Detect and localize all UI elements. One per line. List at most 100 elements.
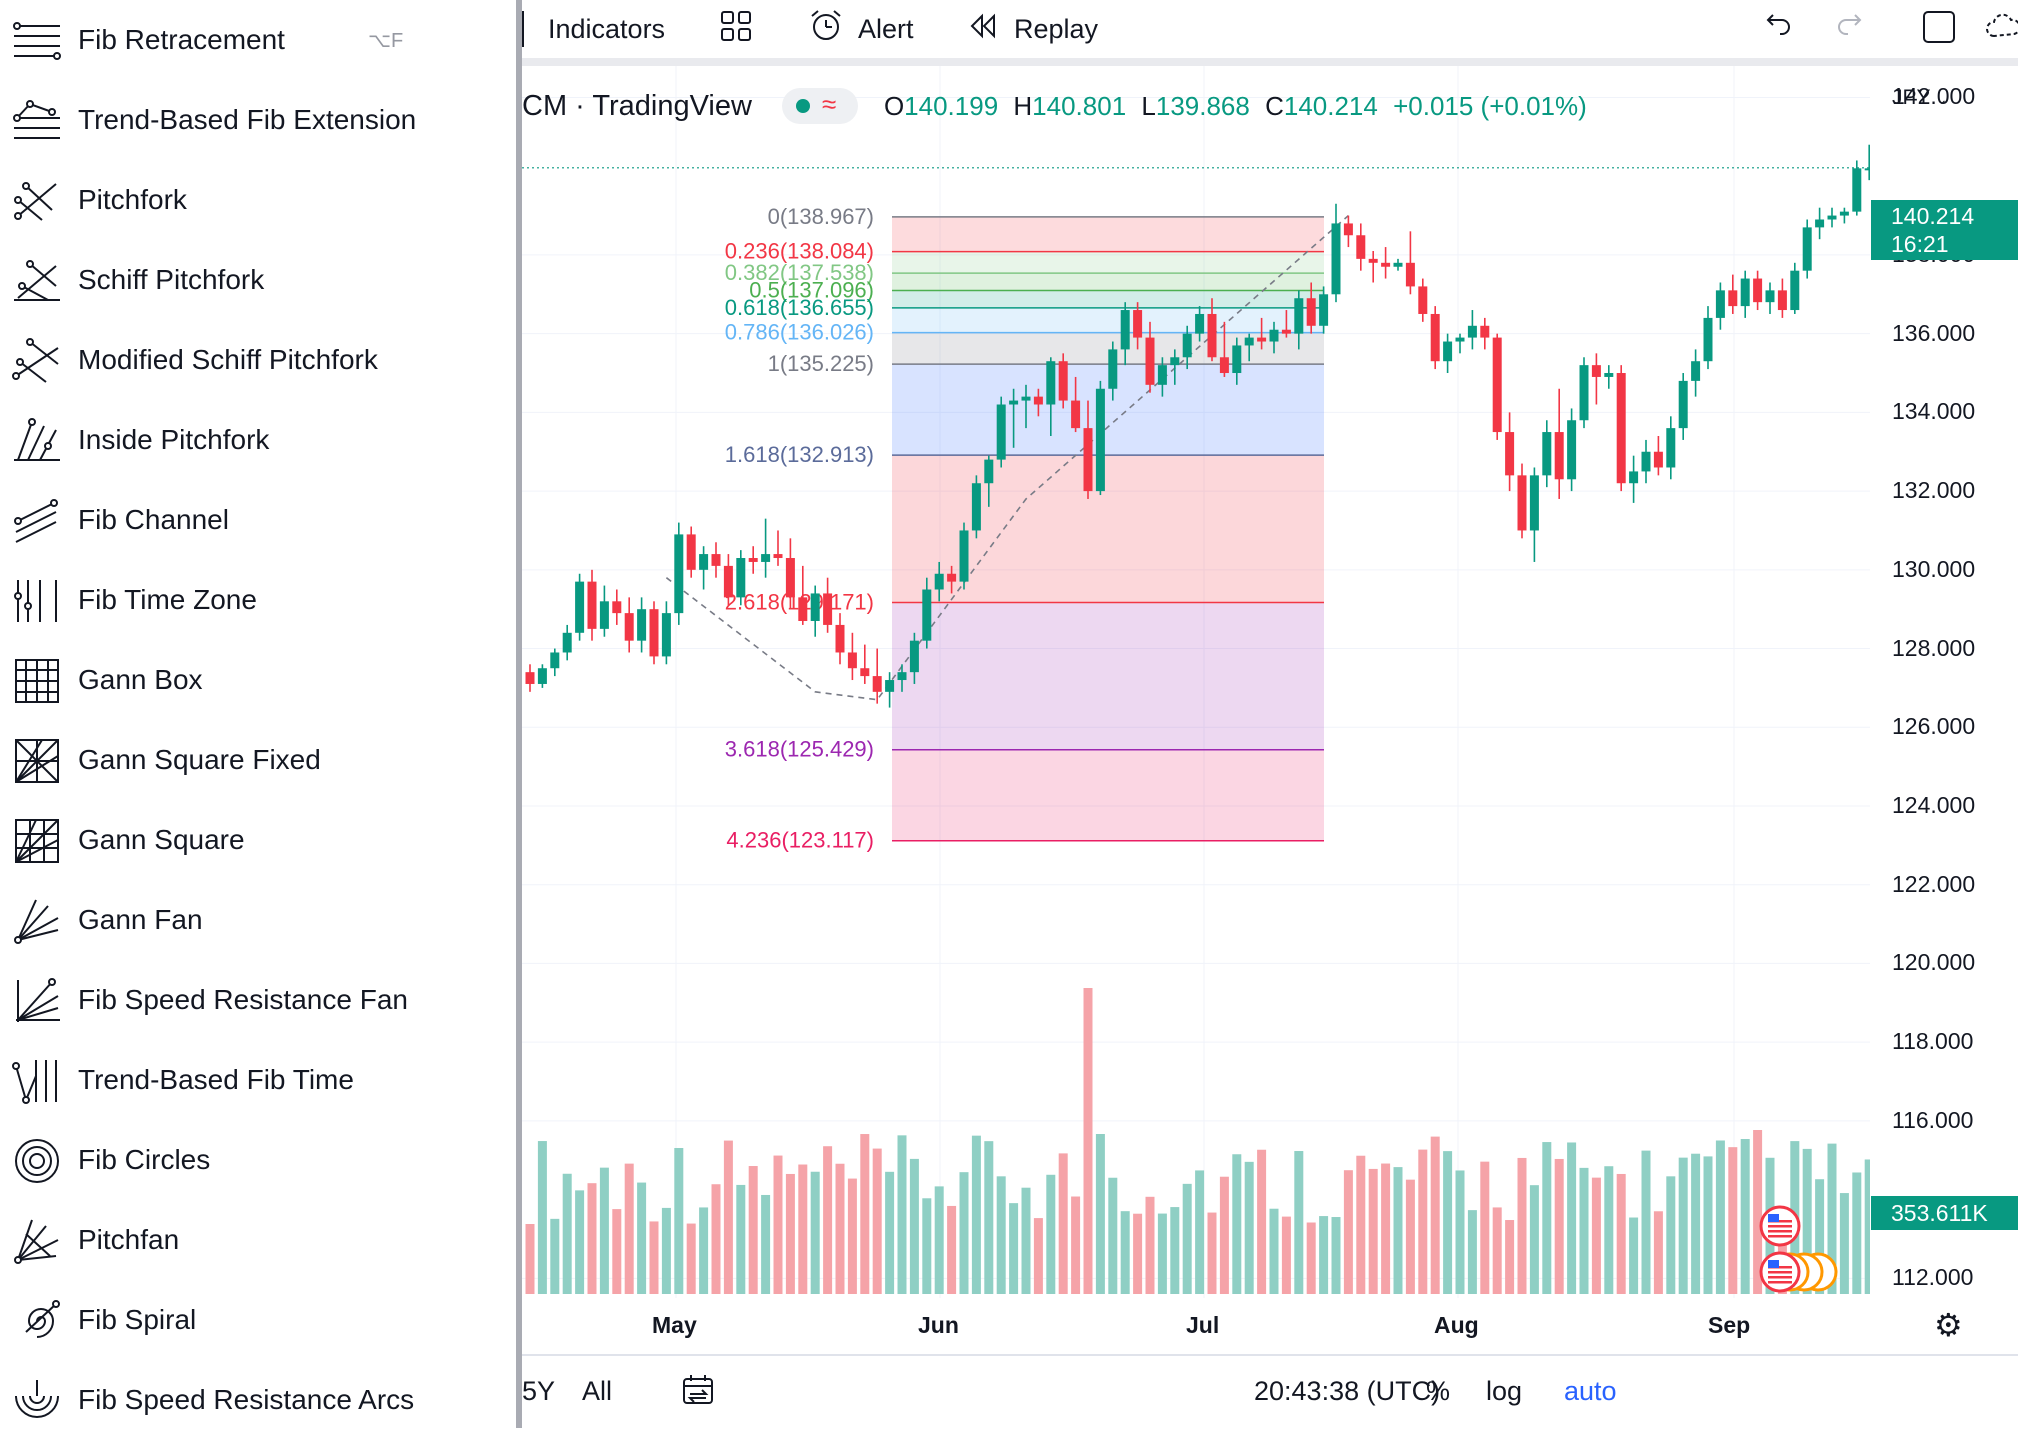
- menu-item-gann-square[interactable]: Gann Square: [0, 800, 516, 880]
- volume-bar: [1368, 1168, 1378, 1294]
- bottom-toolbar: 5Y All 20:43:38 (UTC) % log auto: [522, 1354, 2018, 1430]
- menu-item-gann-square-fixed[interactable]: Gann Square Fixed: [0, 720, 516, 800]
- currency-selector[interactable]: JPY ⌄: [1892, 86, 1948, 110]
- fib-level-label: 0.786(136.026): [725, 320, 874, 345]
- volume-bar: [1467, 1210, 1477, 1294]
- price-tick-label: 132.000: [1892, 477, 1976, 504]
- range-all-button[interactable]: All: [582, 1376, 613, 1406]
- volume-bar: [909, 1158, 919, 1294]
- volume-bar: [525, 1224, 535, 1294]
- volume-bar: [1802, 1148, 1812, 1294]
- time-axis[interactable]: May Jun Jul Aug Sep ⚙: [522, 1298, 2018, 1354]
- fib-zone: [892, 332, 1324, 365]
- menu-item-modified-schiff-pitchfork[interactable]: Modified Schiff Pitchfork: [0, 320, 516, 400]
- candle-body: [1765, 290, 1775, 303]
- menu-item-trend-based-fib-time[interactable]: Trend-Based Fib Time: [0, 1040, 516, 1120]
- volume-bar: [1306, 1222, 1316, 1294]
- candle-body: [599, 601, 609, 629]
- volume-bar: [537, 1141, 547, 1294]
- menu-item-trend-based-fib-extension[interactable]: Trend-Based Fib Extension: [0, 80, 516, 160]
- date-range-button[interactable]: [680, 1372, 716, 1415]
- panel-divider[interactable]: [516, 0, 522, 1428]
- menu-item-fib-circles[interactable]: Fib Circles: [0, 1120, 516, 1200]
- menu-item-fib-spiral[interactable]: Fib Spiral: [0, 1280, 516, 1360]
- candle-body: [1182, 333, 1192, 358]
- price-tick-label: 122.000: [1892, 870, 1976, 897]
- market-status-pill[interactable]: ≈: [781, 88, 858, 124]
- candle-body: [1095, 388, 1105, 492]
- candle-body: [1629, 471, 1639, 484]
- schiff-pitchfork-icon: [12, 256, 62, 306]
- price-tick-label: 134.000: [1892, 398, 1976, 425]
- candle-body: [1120, 310, 1130, 350]
- alert-button[interactable]: Alert: [808, 8, 914, 50]
- price-chart[interactable]: 0(138.967) 0.236(138.084) 0.382(137.538) 0.…: [522, 66, 1870, 1298]
- menu-item-fib-retracement[interactable]: Fib Retracement ⌥F: [0, 0, 516, 80]
- fib-trend-line: [665, 214, 1349, 701]
- volume-bar: [1567, 1142, 1577, 1294]
- menu-item-fib-speed-resistance-arcs[interactable]: Fib Speed Resistance Arcs: [0, 1360, 516, 1440]
- top-toolbar: Indicators Alert Replay: [522, 0, 2018, 58]
- trend-based-fib-time-icon: [12, 1056, 62, 1106]
- square-icon: [1920, 8, 1956, 51]
- price-tick-label: 128.000: [1892, 634, 1976, 661]
- replay-button[interactable]: Replay: [966, 8, 1098, 50]
- rewind-icon: [966, 8, 1002, 51]
- menu-item-gann-box[interactable]: Gann Box: [0, 640, 516, 720]
- menu-item-gann-fan[interactable]: Gann Fan: [0, 880, 516, 960]
- volume-bar: [1405, 1179, 1415, 1294]
- candle-body: [1666, 428, 1676, 468]
- volume-bar: [996, 1176, 1006, 1294]
- candle-body: [661, 613, 671, 657]
- layout-button[interactable]: [718, 8, 754, 50]
- symbol-title[interactable]: CM · TradingView: [522, 89, 752, 122]
- candle-body: [686, 534, 696, 570]
- fullscreen-button[interactable]: [1920, 8, 1956, 50]
- us-event-flag-icon[interactable]: [1759, 1205, 1801, 1247]
- utc-time[interactable]: 20:43:38 (UTC): [1254, 1376, 1441, 1406]
- auto-scale-toggle[interactable]: auto: [1564, 1376, 1617, 1406]
- menu-item-pitchfan[interactable]: Pitchfan: [0, 1200, 516, 1280]
- fib-zone: [892, 364, 1324, 456]
- volume-bar: [1740, 1139, 1750, 1294]
- indicators-button[interactable]: Indicators: [522, 8, 665, 50]
- price-tick-label: 116.000: [1892, 1106, 1974, 1133]
- toolbar-separator: [522, 58, 2018, 66]
- candle-body: [1740, 278, 1750, 307]
- candle-body: [1244, 337, 1254, 346]
- percent-toggle[interactable]: %: [1426, 1376, 1451, 1406]
- cloud-save-button[interactable]: [1984, 8, 2018, 50]
- fib-speed-resistance-arcs-icon: [12, 1376, 62, 1426]
- candle-body: [1604, 373, 1614, 377]
- price-axis[interactable]: JPY ⌄ 142.000138.000136.000134.000132.00…: [1870, 66, 2018, 1298]
- chart-canvas[interactable]: 0(138.967)0.236(138.084)0.382(137.538)0.…: [522, 66, 1870, 1298]
- us-event-flag-icon[interactable]: [1759, 1251, 1801, 1293]
- volume-bar: [1207, 1212, 1217, 1294]
- undo-button[interactable]: [1758, 8, 1794, 50]
- menu-item-fib-speed-resistance-fan[interactable]: Fib Speed Resistance Fan: [0, 960, 516, 1040]
- time-label: Jul: [1186, 1312, 1220, 1338]
- candle-body: [1108, 349, 1118, 389]
- candle-body: [1418, 286, 1428, 314]
- candle-body: [575, 581, 585, 633]
- candle-body: [1703, 317, 1713, 362]
- redo-button[interactable]: [1834, 8, 1870, 50]
- menu-item-pitchfork[interactable]: Pitchfork: [0, 160, 516, 240]
- volume-bar: [1815, 1179, 1825, 1294]
- pitchfork-icon: [12, 176, 62, 226]
- menu-item-fib-channel[interactable]: Fib Channel: [0, 480, 516, 560]
- candle-body: [971, 483, 981, 531]
- menu-item-label: Gann Square Fixed: [78, 744, 321, 775]
- volume-bar: [1393, 1167, 1403, 1294]
- candle-body: [823, 593, 833, 625]
- chart-settings-gear-icon[interactable]: ⚙: [1934, 1307, 1963, 1343]
- volume-bar: [1492, 1207, 1502, 1294]
- menu-item-fib-time-zone[interactable]: Fib Time Zone: [0, 560, 516, 640]
- volume-bar: [1678, 1157, 1688, 1294]
- log-toggle[interactable]: log: [1486, 1376, 1523, 1406]
- fib-level-label: 3.618(125.429): [725, 737, 874, 762]
- range-5y-button[interactable]: 5Y: [522, 1376, 556, 1406]
- menu-item-inside-pitchfork[interactable]: Inside Pitchfork: [0, 400, 516, 480]
- candle-body: [761, 554, 771, 562]
- menu-item-schiff-pitchfork[interactable]: Schiff Pitchfork: [0, 240, 516, 320]
